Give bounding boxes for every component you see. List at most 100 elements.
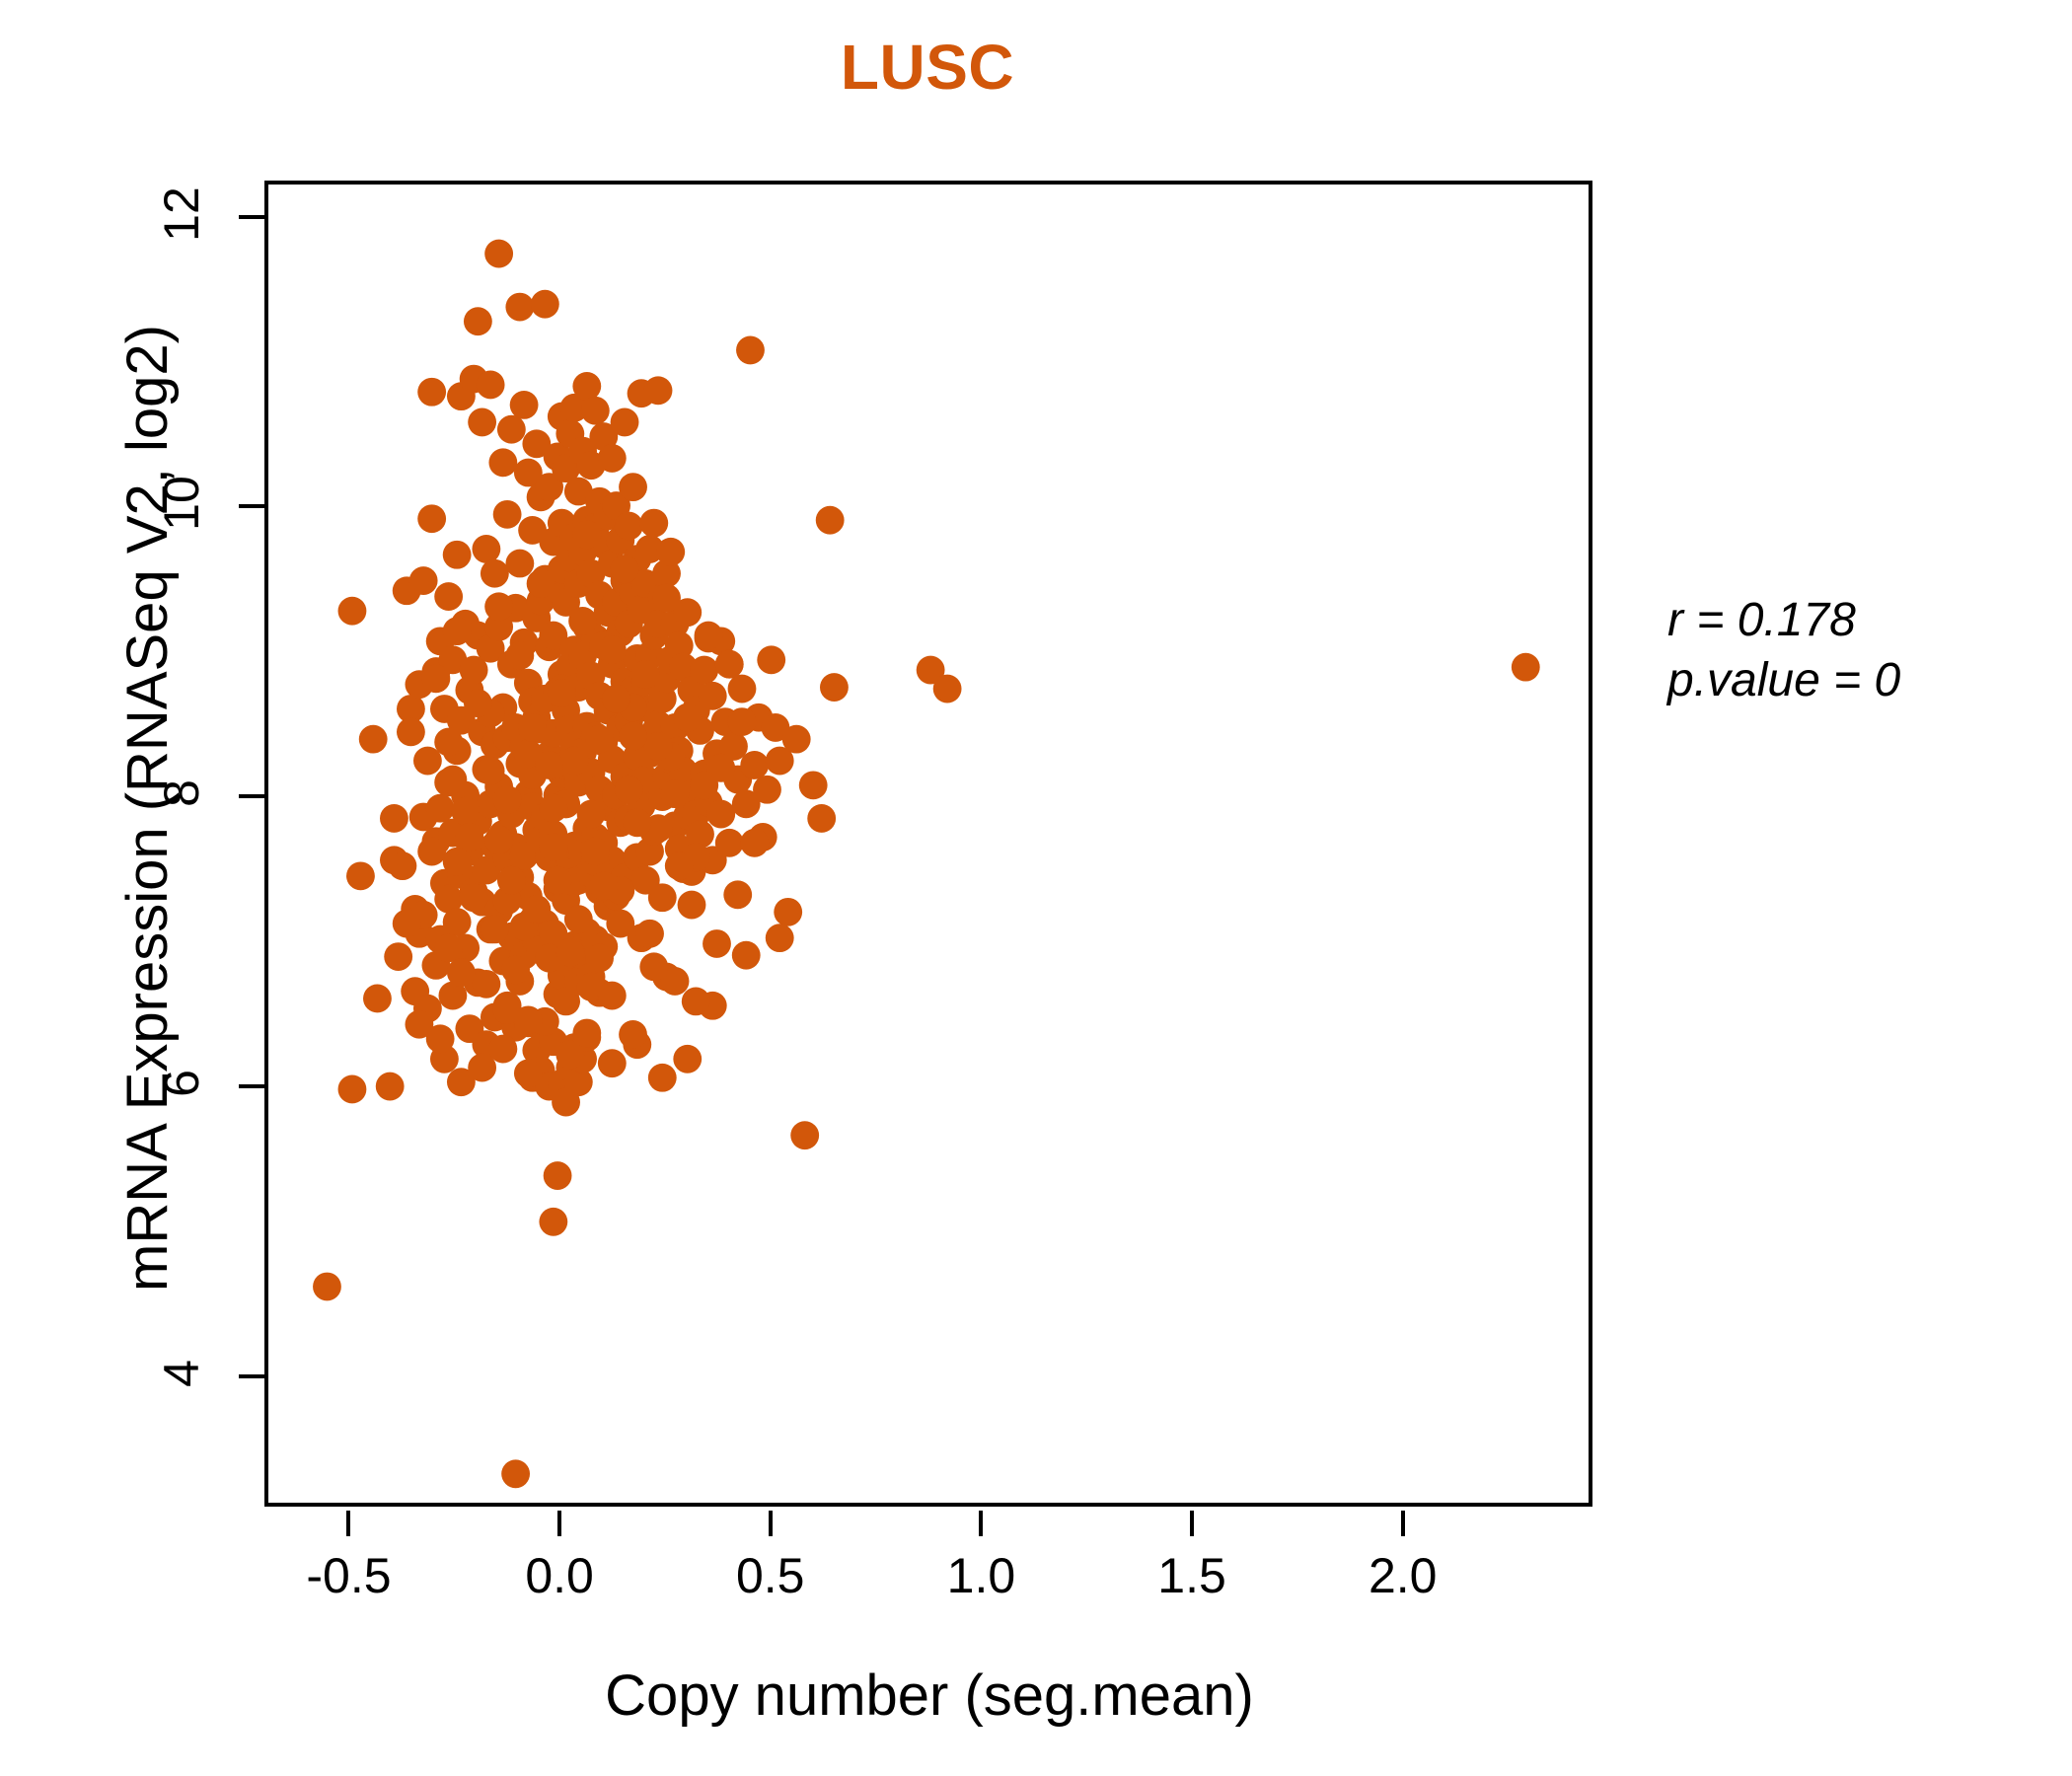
scatter-point — [543, 1161, 572, 1190]
scatter-point — [472, 969, 501, 999]
scatter-point — [501, 955, 531, 985]
scatter-point — [610, 555, 639, 584]
scatter-point — [656, 537, 686, 566]
scatter-point — [563, 1068, 593, 1097]
y-tick-mark — [239, 794, 264, 799]
scatter-point — [526, 569, 555, 598]
scatter-point — [576, 799, 606, 829]
scatter-point — [630, 660, 660, 689]
scatter-point — [572, 1018, 602, 1048]
scatter-point — [753, 775, 781, 804]
scatter-point — [597, 635, 627, 665]
scatter-point — [660, 967, 690, 996]
x-axis-title: Copy number (seg.mean) — [605, 1664, 1254, 1728]
scatter-point — [635, 534, 664, 563]
scatter-point — [434, 884, 464, 914]
scatter-point — [647, 883, 677, 913]
scatter-point — [623, 808, 652, 838]
scatter-points — [313, 239, 1540, 1489]
scatter-point — [412, 746, 442, 776]
scatter-point — [677, 890, 706, 920]
scatter-point — [547, 679, 576, 707]
scatter-point — [585, 943, 614, 973]
scatter-point — [446, 958, 476, 988]
scatter-point — [518, 516, 548, 545]
scatter-point — [555, 937, 585, 967]
scatter-point — [488, 448, 518, 478]
scatter-point — [580, 837, 610, 866]
scatter-point — [820, 673, 849, 702]
scatter-point — [572, 372, 602, 401]
scatter-point — [610, 407, 639, 437]
scatter-point — [543, 865, 572, 895]
scatter-point — [731, 940, 761, 970]
scatter-point — [597, 1049, 627, 1078]
scatter-point — [484, 239, 514, 268]
scatter-point — [563, 905, 593, 934]
scatter-point — [392, 909, 421, 938]
scatter-point — [313, 1272, 341, 1301]
scatter-point — [535, 751, 564, 779]
scatter-point — [643, 376, 673, 406]
scatter-point — [639, 508, 669, 538]
scatter-point — [765, 924, 794, 953]
scatter-point — [434, 933, 464, 963]
scatter-point — [496, 414, 526, 444]
scatter-point — [635, 919, 664, 948]
plot-area — [264, 181, 1592, 1507]
scatter-point — [492, 499, 522, 529]
scatter-point — [652, 558, 681, 588]
scatter-point — [496, 865, 526, 895]
x-tick-mark — [1400, 1511, 1405, 1536]
scatter-point — [442, 617, 472, 646]
scatter-point — [690, 655, 719, 685]
scatter-point — [916, 655, 945, 685]
y-tick-mark — [239, 504, 264, 509]
statistics-annotation: r = 0.178 p.value = 0 — [1667, 590, 1900, 711]
scatter-point — [451, 796, 481, 826]
scatter-point — [727, 674, 757, 703]
scatter-point — [673, 598, 703, 628]
scatter-point — [530, 289, 559, 319]
scatter-point — [518, 713, 548, 742]
scatter-point — [740, 828, 770, 857]
scatter-point — [539, 621, 568, 650]
scatter-point — [723, 880, 753, 910]
scatter-point — [476, 633, 505, 663]
scatter-point — [781, 724, 811, 754]
scatter-point — [539, 833, 568, 862]
scatter-point — [472, 534, 501, 563]
x-tick-mark — [1190, 1511, 1195, 1536]
scatter-point — [686, 820, 714, 849]
scatter-point — [740, 751, 770, 779]
scatter-point — [505, 549, 535, 578]
scatter-point — [535, 473, 564, 502]
scatter-point — [807, 804, 837, 833]
scatter-point — [669, 652, 698, 682]
scatter-point — [761, 713, 790, 742]
scatter-point — [714, 649, 744, 679]
scatter-point — [555, 1040, 585, 1070]
scatter-point — [455, 823, 484, 851]
scatter-point — [388, 851, 417, 881]
scatter-point — [505, 292, 535, 322]
scatter-point — [397, 717, 425, 747]
scatter-point — [384, 942, 413, 972]
x-tick-mark — [557, 1511, 562, 1536]
y-tick-label: 12 — [154, 185, 209, 242]
y-tick-label: 6 — [154, 1070, 209, 1097]
scatter-point — [589, 871, 619, 901]
scatter-point — [606, 909, 635, 938]
scatter-point — [614, 775, 643, 804]
scatter-point — [619, 721, 647, 751]
scatter-point — [463, 307, 492, 336]
scatter-point — [619, 473, 647, 502]
scatter-point — [425, 793, 455, 823]
scatter-point — [375, 1072, 405, 1101]
scatter-point — [597, 444, 627, 473]
p-value-text: p.value = 0 — [1667, 654, 1901, 707]
scatter-point — [815, 505, 845, 535]
scatter-point — [652, 583, 681, 613]
scatter-point — [664, 630, 694, 660]
